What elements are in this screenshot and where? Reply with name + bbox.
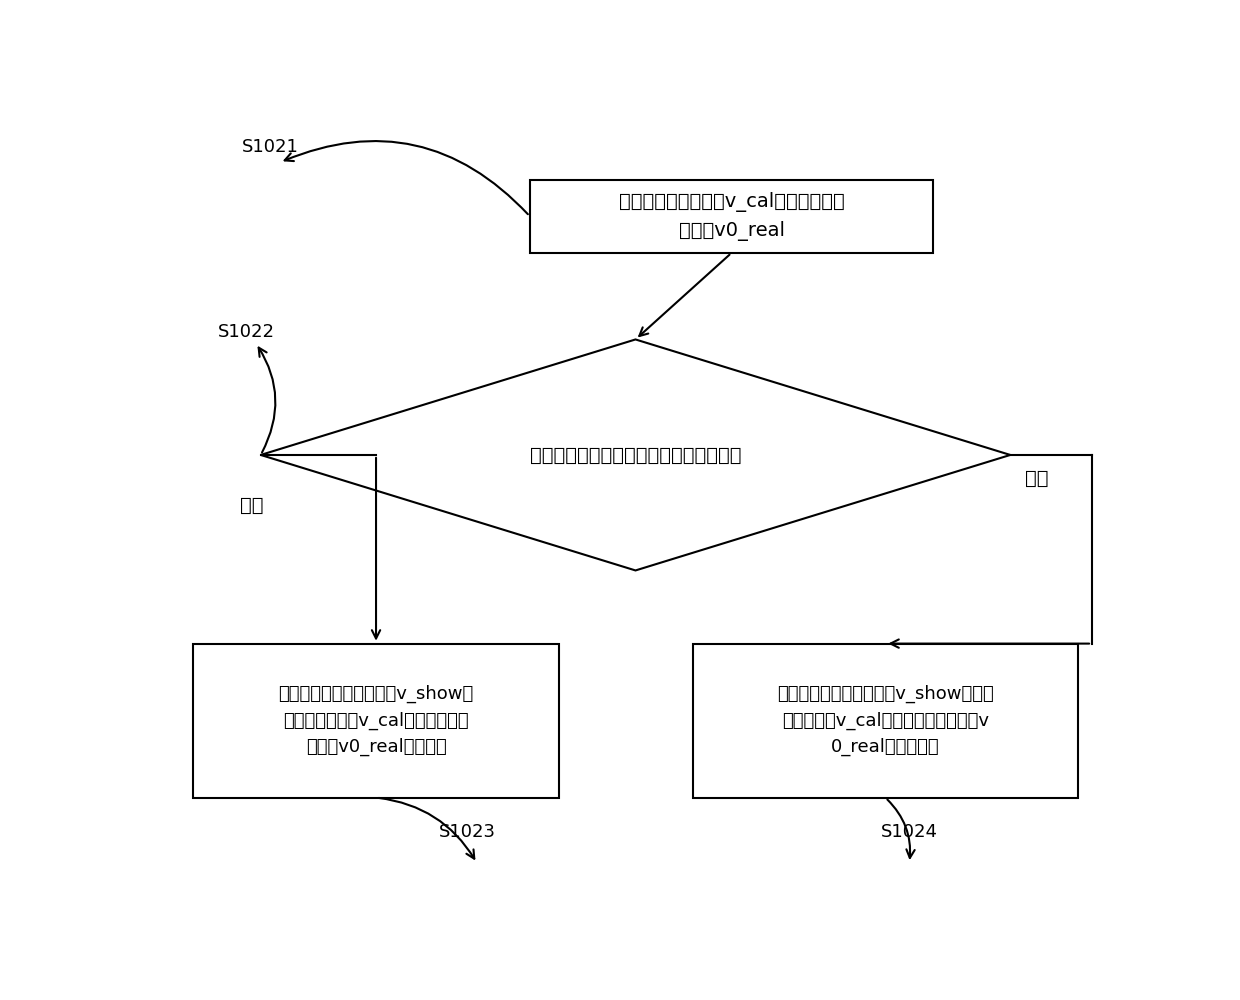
Text: S1023: S1023 — [439, 823, 496, 841]
Text: 移动终端处于放电状态还是处于充电状态: 移动终端处于放电状态还是处于充电状态 — [529, 445, 742, 464]
Text: 充电: 充电 — [239, 495, 263, 514]
Text: 电池被唤醒时的显示电压v_show为电池
的校准电压v_cal和上一次电池的电压v
0_real中的小者。: 电池被唤醒时的显示电压v_show为电池 的校准电压v_cal和上一次电池的电压… — [777, 685, 993, 756]
Text: S1021: S1021 — [242, 138, 299, 156]
Text: 电池被唤醒时的显示电压v_show为
电池的校准电压v_cal和上一次电池
的电压v0_real中的大者: 电池被唤醒时的显示电压v_show为 电池的校准电压v_cal和上一次电池 的电… — [279, 685, 474, 756]
Text: 获取电池的校准电压v_cal和上一次电池
的电压v0_real: 获取电池的校准电压v_cal和上一次电池 的电压v0_real — [619, 192, 844, 241]
Text: S1024: S1024 — [880, 823, 937, 841]
FancyBboxPatch shape — [693, 644, 1078, 798]
FancyBboxPatch shape — [529, 180, 934, 253]
Text: S1022: S1022 — [217, 323, 274, 341]
FancyBboxPatch shape — [193, 644, 559, 798]
Text: 放电: 放电 — [1024, 469, 1048, 488]
Polygon shape — [260, 339, 1011, 570]
